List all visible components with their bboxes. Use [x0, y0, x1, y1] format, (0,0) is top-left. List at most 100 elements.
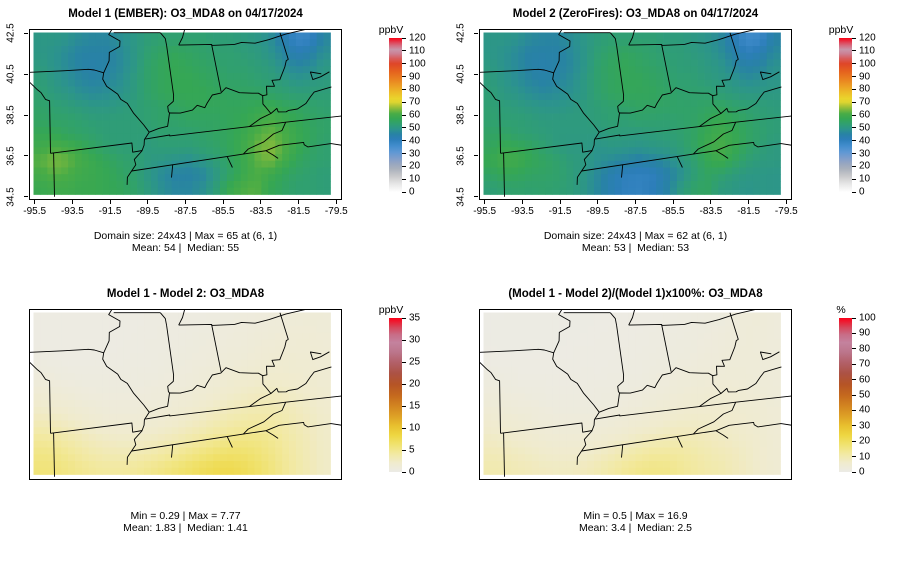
stats-caption-line1: Domain size: 24x43 | Max = 65 at (6, 1): [93, 230, 278, 242]
state-border-line: [30, 68, 104, 74]
map-plot-area: [479, 309, 792, 480]
state-border-line: [126, 411, 150, 465]
colorbar-tick-mark: [852, 363, 856, 365]
state-border-line: [552, 30, 600, 133]
y-tick-label: 38.5: [455, 105, 467, 125]
colorbar-tick-label: 60: [859, 374, 871, 386]
colorbar-tick-label: 15: [409, 400, 421, 412]
x-tick-mark: [597, 200, 599, 204]
colorbar-tick-label: 80: [859, 83, 871, 95]
colorbar-tick-label: 30: [409, 148, 421, 159]
state-border-line: [576, 411, 600, 465]
state-border-line: [102, 30, 150, 133]
colorbar-tick-mark: [402, 339, 406, 341]
state-border-line: [166, 45, 175, 114]
colorbar-tick-label: 110: [409, 45, 425, 57]
colorbar-tick-mark: [402, 317, 406, 319]
state-border-line: [759, 351, 780, 361]
colorbar-tick-label: 20: [859, 435, 871, 447]
y-tick-label: 42.5: [455, 23, 467, 43]
state-border-line: [309, 71, 330, 81]
state-border-line: [178, 30, 185, 46]
panel-title: Model 1 - Model 2: O3_MDA8: [106, 288, 265, 300]
x-tick-mark: [672, 200, 674, 204]
heatmap-canvas: [30, 30, 341, 199]
colorbar-tick-mark: [852, 471, 856, 473]
state-border-line: [692, 122, 737, 155]
colorbar-tick-label: 80: [409, 83, 421, 95]
panel-model2: Model 2 (ZeroFires): O3_MDA8 on 04/17/20…: [450, 0, 900, 280]
state-border-line: [735, 395, 791, 403]
state-border-line: [102, 310, 150, 413]
colorbar-tick-mark: [852, 394, 856, 396]
colorbar-tick-label: 90: [409, 71, 421, 82]
colorbar-tick-mark: [852, 456, 856, 458]
panel-title: (Model 1 - Model 2)/(Model 1)x100%: O3_M…: [508, 288, 763, 300]
state-border-line: [715, 141, 791, 152]
x-tick-label: -79.5: [324, 206, 348, 217]
y-tick-mark: [474, 32, 478, 34]
state-border-line: [581, 150, 717, 172]
y-tick-mark: [474, 73, 478, 75]
colorbar-tick-label: 25: [409, 356, 421, 368]
colorbar-tick-mark: [402, 140, 406, 142]
colorbar-tick-mark: [852, 63, 856, 65]
state-border-line: [226, 156, 233, 168]
state-border-line: [249, 95, 272, 127]
y-tick-mark: [24, 196, 28, 198]
colorbar-tick-label: 50: [859, 389, 871, 401]
x-tick-mark: [710, 200, 712, 204]
colorbar-tick-mark: [852, 409, 856, 411]
state-border-line: [131, 430, 267, 452]
colorbar-tick-label: 70: [859, 358, 871, 370]
colorbar-tick-label: 10: [859, 173, 871, 185]
state-border-line: [480, 348, 554, 354]
colorbar-tick-label: 10: [409, 422, 421, 434]
colorbar-tick-mark: [402, 153, 406, 154]
colorbar-tick-mark: [852, 440, 856, 442]
state-border-line: [729, 32, 739, 60]
y-tick-mark: [24, 155, 28, 157]
colorbar-tick-label: 100: [409, 58, 426, 70]
state-border-line: [265, 150, 279, 159]
state-border-line: [234, 30, 306, 45]
state-border-line: [126, 131, 150, 185]
state-border-line: [735, 115, 791, 123]
panel-percent-difference: (Model 1 - Model 2)/(Model 1)x100%: O3_M…: [450, 280, 900, 560]
state-border-line: [178, 310, 185, 326]
y-tick-label: 36.5: [455, 146, 467, 166]
x-tick-label: -93.5: [60, 206, 84, 217]
state-border-line: [676, 156, 683, 168]
state-border-line: [50, 142, 143, 154]
map-plot-area: [29, 29, 342, 200]
state-border-line: [265, 430, 279, 439]
x-tick-mark: [785, 200, 787, 204]
y-tick-mark: [474, 114, 478, 116]
state-border-line: [715, 430, 729, 439]
x-tick-mark: [109, 200, 111, 204]
x-tick-label: -81.5: [287, 206, 311, 217]
state-border-line: [131, 150, 267, 172]
colorbar-tick-mark: [852, 88, 856, 90]
y-tick-mark: [474, 155, 478, 157]
y-tick-mark: [24, 32, 28, 34]
x-tick-label: -79.5: [774, 206, 798, 217]
x-tick-label: -81.5: [737, 206, 761, 217]
colorbar-tick-mark: [852, 76, 856, 77]
state-border-line: [628, 310, 635, 326]
y-tick-label: 34.5: [455, 187, 467, 207]
state-border-line: [661, 44, 672, 92]
state-border-line: [178, 43, 235, 46]
state-border-line: [480, 82, 501, 154]
state-border-line: [234, 310, 306, 325]
colorbar-tick-mark: [402, 76, 406, 77]
state-border-line: [53, 152, 55, 197]
colorbar-tick-label: 10: [859, 451, 871, 463]
state-borders-overlay: [30, 310, 341, 477]
x-tick-mark: [559, 200, 561, 204]
state-border-line: [309, 351, 330, 361]
colorbar-tick-label: 5: [409, 444, 415, 456]
state-border-line: [285, 115, 341, 123]
state-borders-overlay: [30, 30, 341, 197]
colorbar-tick-label: 35: [409, 312, 421, 324]
